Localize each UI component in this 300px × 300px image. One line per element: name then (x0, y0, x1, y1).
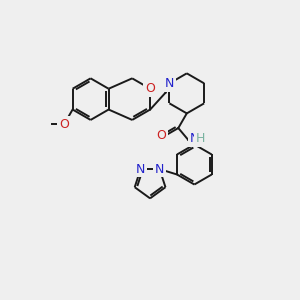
Text: N: N (190, 132, 199, 145)
Text: N: N (136, 163, 145, 176)
Text: N: N (155, 163, 164, 176)
Text: O: O (156, 129, 166, 142)
Text: O: O (59, 118, 69, 131)
Text: O: O (145, 82, 155, 95)
Text: H: H (196, 132, 205, 145)
Text: N: N (165, 77, 174, 90)
